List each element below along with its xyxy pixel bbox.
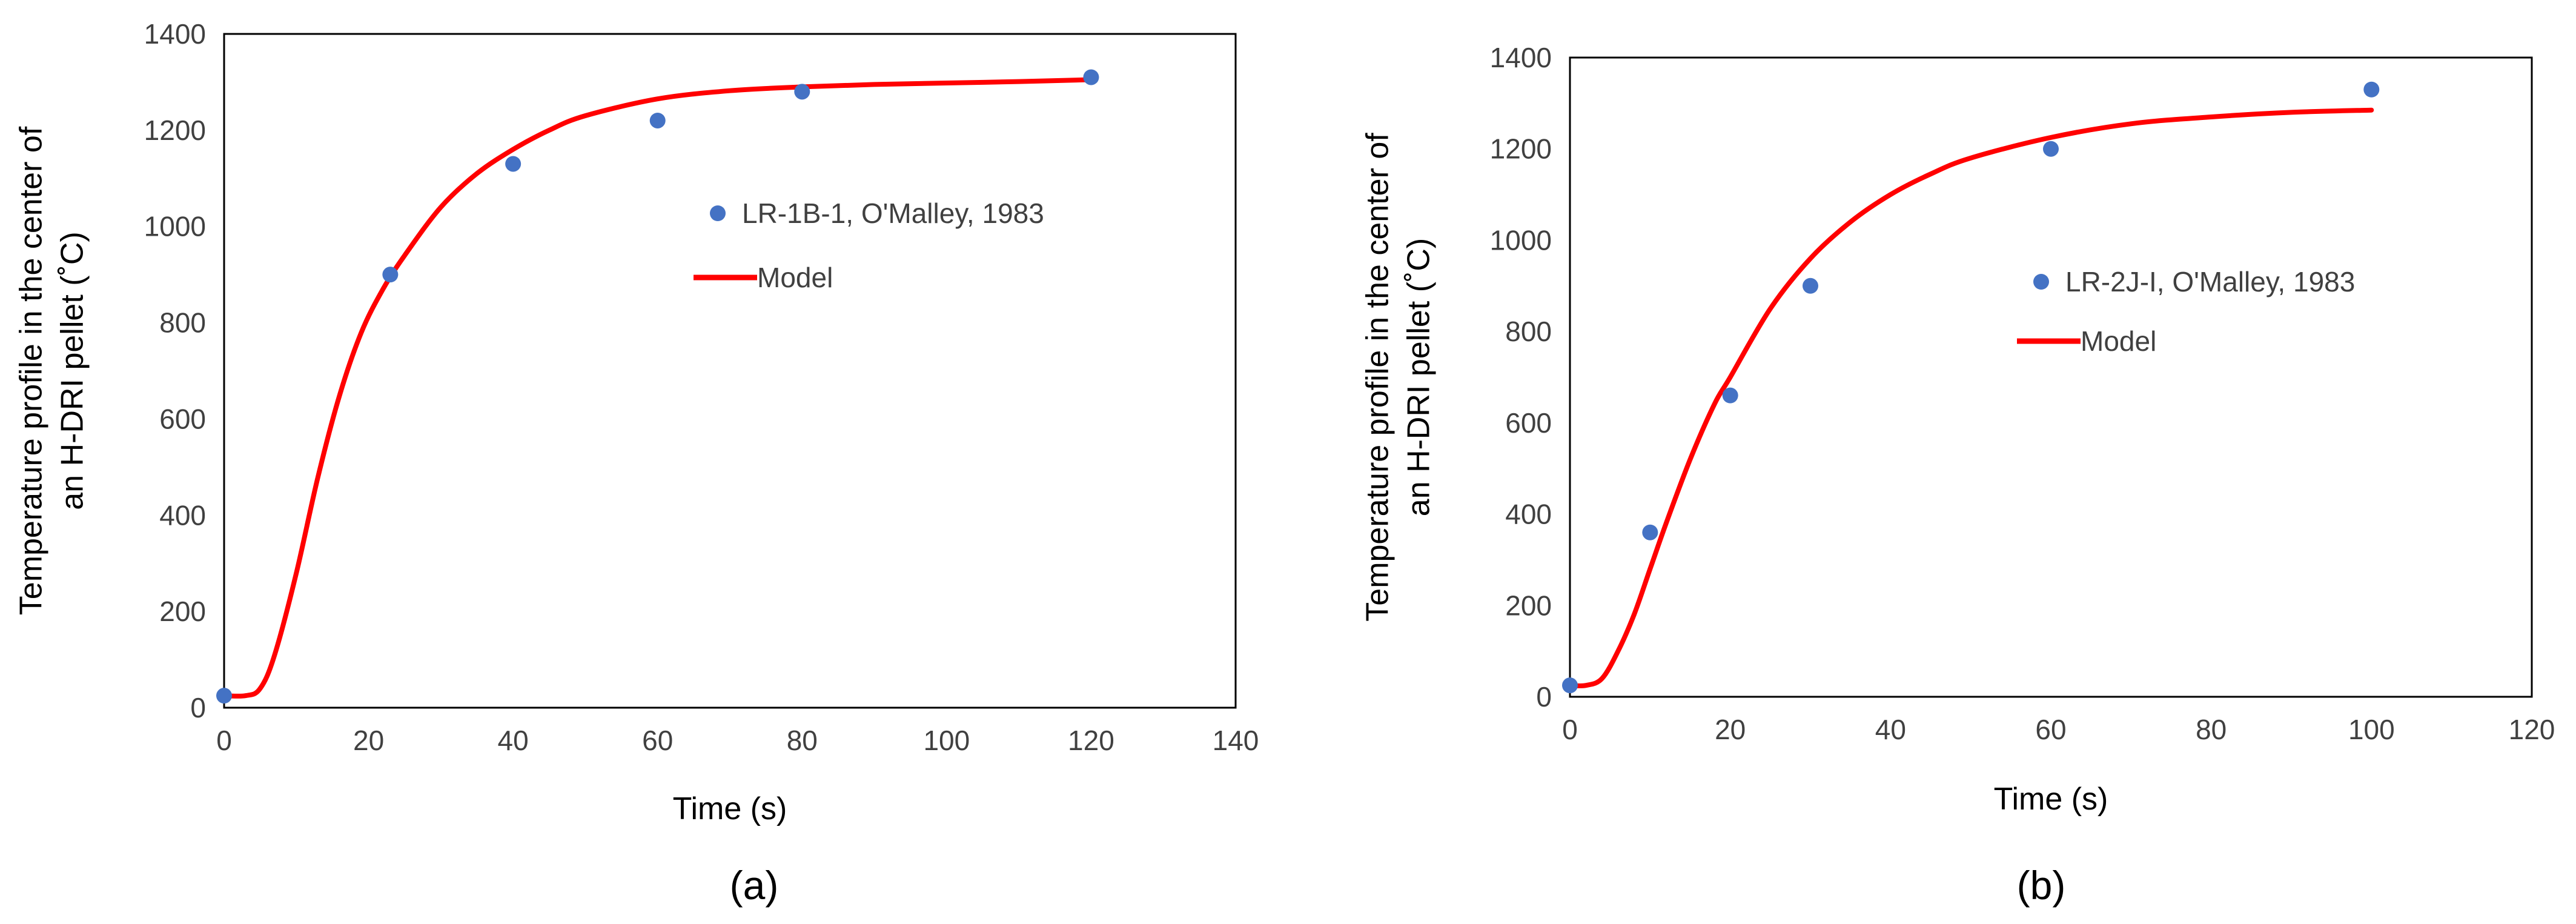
y-tick-label: 1400 (1490, 42, 1552, 73)
y-tick-label: 600 (159, 403, 206, 434)
x-tick-label: 40 (498, 725, 529, 756)
data-point (794, 84, 810, 100)
y-tick-label: 1000 (1490, 224, 1552, 256)
data-point (1083, 69, 1099, 85)
legend-label-line: Model (757, 262, 833, 293)
chart-panel-b: 0 20 40 60 80 100 1200200400600800100012001400… (1360, 42, 2555, 908)
y-tick-label: 600 (1505, 407, 1552, 439)
x-tick-label: 100 (2348, 714, 2395, 745)
y-tick-label: 200 (159, 596, 206, 627)
y-tick-label: 200 (1505, 590, 1552, 621)
legend-label-points: LR-1B-1, O'Malley, 1983 (742, 198, 1044, 229)
y-tick-label: 800 (1505, 316, 1552, 347)
panel-label: (a) (730, 863, 779, 908)
x-axis-title: Time (s) (1994, 782, 2108, 817)
y-tick-label: 1200 (1490, 133, 1552, 165)
x-tick-label: 60 (2035, 714, 2066, 745)
x-tick-label: 140 (1213, 725, 1259, 756)
x-tick-label: 80 (2196, 714, 2227, 745)
chart-panel-a: 0 20 40 60 80 100 120 1400200400600800100012001… (14, 18, 1259, 908)
data-point (1722, 387, 1738, 404)
y-axis-title-line-2: an H-DRI pellet (˚C) (1402, 238, 1437, 516)
legend-label-line: Model (2081, 325, 2156, 357)
x-tick-label: 20 (353, 725, 384, 756)
y-tick-label: 1000 (144, 211, 206, 242)
x-tick-label: 40 (1875, 714, 1906, 745)
panel-label: (b) (2017, 863, 2066, 908)
data-point (216, 688, 232, 704)
x-tick-label: 120 (1068, 725, 1114, 756)
data-point (1562, 677, 1578, 694)
y-tick-label: 1200 (144, 115, 206, 146)
data-point (505, 156, 521, 172)
x-tick-label: 20 (1715, 714, 1746, 745)
x-tick-label: 0 (216, 725, 232, 756)
plot-frame (1569, 56, 2533, 698)
plot-frame (223, 33, 1237, 709)
data-point (1642, 524, 1658, 540)
x-tick-label: 120 (2509, 714, 2555, 745)
y-tick-label: 0 (190, 692, 206, 723)
x-tick-label: 80 (787, 725, 818, 756)
y-axis-title-line-1: Temperature profile in the center of (14, 126, 49, 615)
x-tick-label: 0 (1562, 714, 1578, 745)
y-tick-label: 800 (159, 307, 206, 339)
y-tick-label: 0 (1536, 681, 1552, 713)
y-axis-title-line-1: Temperature profile in the center of (1360, 133, 1396, 622)
data-point (2363, 81, 2380, 98)
model-line (222, 77, 1094, 699)
y-axis-title-line-2: an H-DRI pellet (˚C) (55, 231, 90, 510)
legend-label-points: LR-2J-I, O'Malley, 1983 (2065, 266, 2355, 297)
x-tick-label: 100 (923, 725, 970, 756)
y-tick-label: 1400 (144, 18, 206, 50)
y-tick-label: 400 (1505, 499, 1552, 530)
data-point (649, 112, 666, 128)
data-point (1803, 278, 1818, 294)
y-tick-label: 400 (159, 499, 206, 531)
legend-marker-points (710, 205, 726, 221)
data-point (2043, 141, 2059, 157)
x-tick-label: 60 (642, 725, 673, 756)
legend-marker-points (2033, 274, 2049, 290)
x-axis-title: Time (s) (673, 791, 787, 826)
data-point (382, 267, 399, 283)
model-line (1568, 107, 2374, 688)
